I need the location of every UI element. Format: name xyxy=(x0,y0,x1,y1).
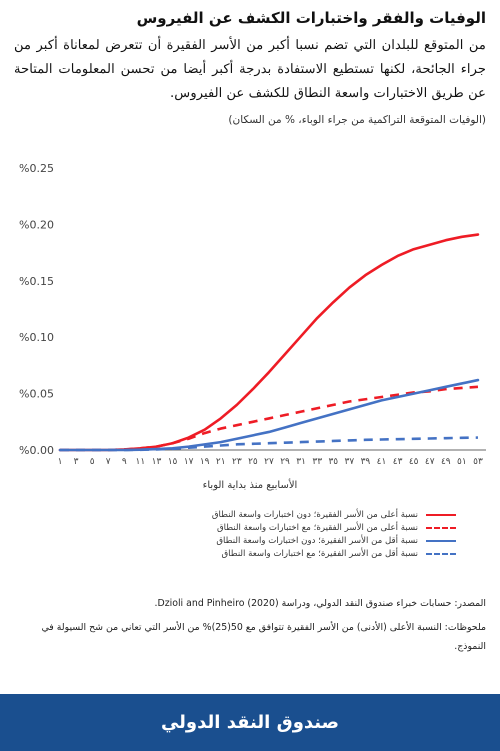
legend-item-1: نسبة أعلى من الأسر الفقيرة؛ دون اختبارات… xyxy=(196,508,456,521)
x-tick-label: ٣٩ xyxy=(361,457,371,467)
legend-label: نسبة أعلى من الأسر الفقيرة؛ دون اختبارات… xyxy=(211,509,418,520)
legend-swatch xyxy=(426,539,456,542)
x-tick-label: ٢٥ xyxy=(248,457,258,467)
imf-name: صندوق النقد الدولي xyxy=(160,712,340,733)
chart-title: الوفيات والفقر واختبارات الكشف عن الفيرو… xyxy=(136,9,486,27)
notes-text: ملحوظات: النسبة الأعلى (الأدنى) من الأسر… xyxy=(41,622,486,652)
x-tick-label: ٣٧ xyxy=(345,457,355,467)
line-chart: %0.00%0.05%0.10%0.15%0.20%0.25١ ٣ ٥ ٧ ٩ ١١ ١٣ ١… xyxy=(19,162,486,491)
chart-units-note: (الوفيات المتوقعة التراكمية من جراء الوب… xyxy=(228,114,486,126)
x-tick-label: ١٥ xyxy=(168,457,178,467)
y-tick-label: %0.20 xyxy=(19,218,54,231)
x-tick-label: ٥ xyxy=(90,457,95,467)
x-tick-label: ٤٩ xyxy=(441,457,451,467)
legend-swatch xyxy=(426,526,456,529)
x-tick-label: ٥٣ xyxy=(473,457,483,467)
chart-series xyxy=(58,233,480,452)
legend-label: نسبة أعلى من الأسر الفقيرة؛ مع اختبارات … xyxy=(216,522,418,533)
chart-legend: نسبة أعلى من الأسر الفقيرة؛ دون اختبارات… xyxy=(196,508,456,560)
x-tick-label: ٤٣ xyxy=(393,457,403,467)
x-tick-label: ٥١ xyxy=(457,457,467,467)
x-tick-label: ٤٥ xyxy=(409,457,419,467)
chart-axes: %0.00%0.05%0.10%0.15%0.20%0.25١ ٣ ٥ ٧ ٩ ١١ ١٣ ١… xyxy=(19,162,486,491)
y-tick-label: %0.15 xyxy=(19,275,54,288)
x-tick-label: ٣٣ xyxy=(312,457,322,467)
legend-item-2: نسبة أعلى من الأسر الفقيرة؛ مع اختبارات … xyxy=(196,521,456,534)
source-note: المصدر: حسابات خبراء صندوق النقد الدولي،… xyxy=(154,598,486,609)
y-tick-label: %0.00 xyxy=(19,444,54,457)
x-tick-label: ١ xyxy=(58,457,63,467)
x-axis-title: الأسابيع منذ بداية الوباء xyxy=(203,478,298,491)
imf-footer-banner: صندوق النقد الدولي xyxy=(0,694,500,751)
x-tick-label: ٢٩ xyxy=(280,457,290,467)
legend-label: نسبة أقل من الأسر الفقيرة؛ دون اختبارات … xyxy=(216,535,418,546)
legend-item-3: نسبة أقل من الأسر الفقيرة؛ دون اختبارات … xyxy=(196,534,456,547)
x-tick-label: ٤٧ xyxy=(425,457,435,467)
y-tick-label: %0.05 xyxy=(19,388,54,401)
y-tick-label: %0.25 xyxy=(19,162,54,175)
x-tick-label: ٧ xyxy=(106,457,111,467)
x-tick-label: ٢٧ xyxy=(264,457,274,467)
x-tick-label: ٢١ xyxy=(216,457,226,467)
legend-swatch xyxy=(426,513,456,516)
x-tick-label: ٤١ xyxy=(377,457,387,467)
x-tick-label: ٣١ xyxy=(296,457,306,467)
legend-label: نسبة أقل من الأسر الفقيرة؛ مع اختبارات و… xyxy=(221,548,419,559)
x-tick-label: ١٣ xyxy=(152,457,162,467)
legend-item-4: نسبة أقل من الأسر الفقيرة؛ مع اختبارات و… xyxy=(196,547,456,560)
series-line-2 xyxy=(60,385,479,452)
x-tick-label: ٩ xyxy=(122,457,127,467)
x-tick-label: ٣ xyxy=(74,457,79,467)
x-tick-label: ١٧ xyxy=(184,457,194,467)
x-tick-label: ١٩ xyxy=(200,457,210,467)
x-tick-label: ١١ xyxy=(136,457,146,467)
series-line-4 xyxy=(60,436,478,452)
x-tick-label: ٣٥ xyxy=(328,457,338,467)
legend-swatch xyxy=(426,552,456,555)
x-tick-label: ٢٣ xyxy=(232,457,242,467)
chart-subtitle: من المتوقع للبلدان التي تضم نسبا أكبر من… xyxy=(14,38,486,101)
y-tick-label: %0.10 xyxy=(19,331,54,344)
